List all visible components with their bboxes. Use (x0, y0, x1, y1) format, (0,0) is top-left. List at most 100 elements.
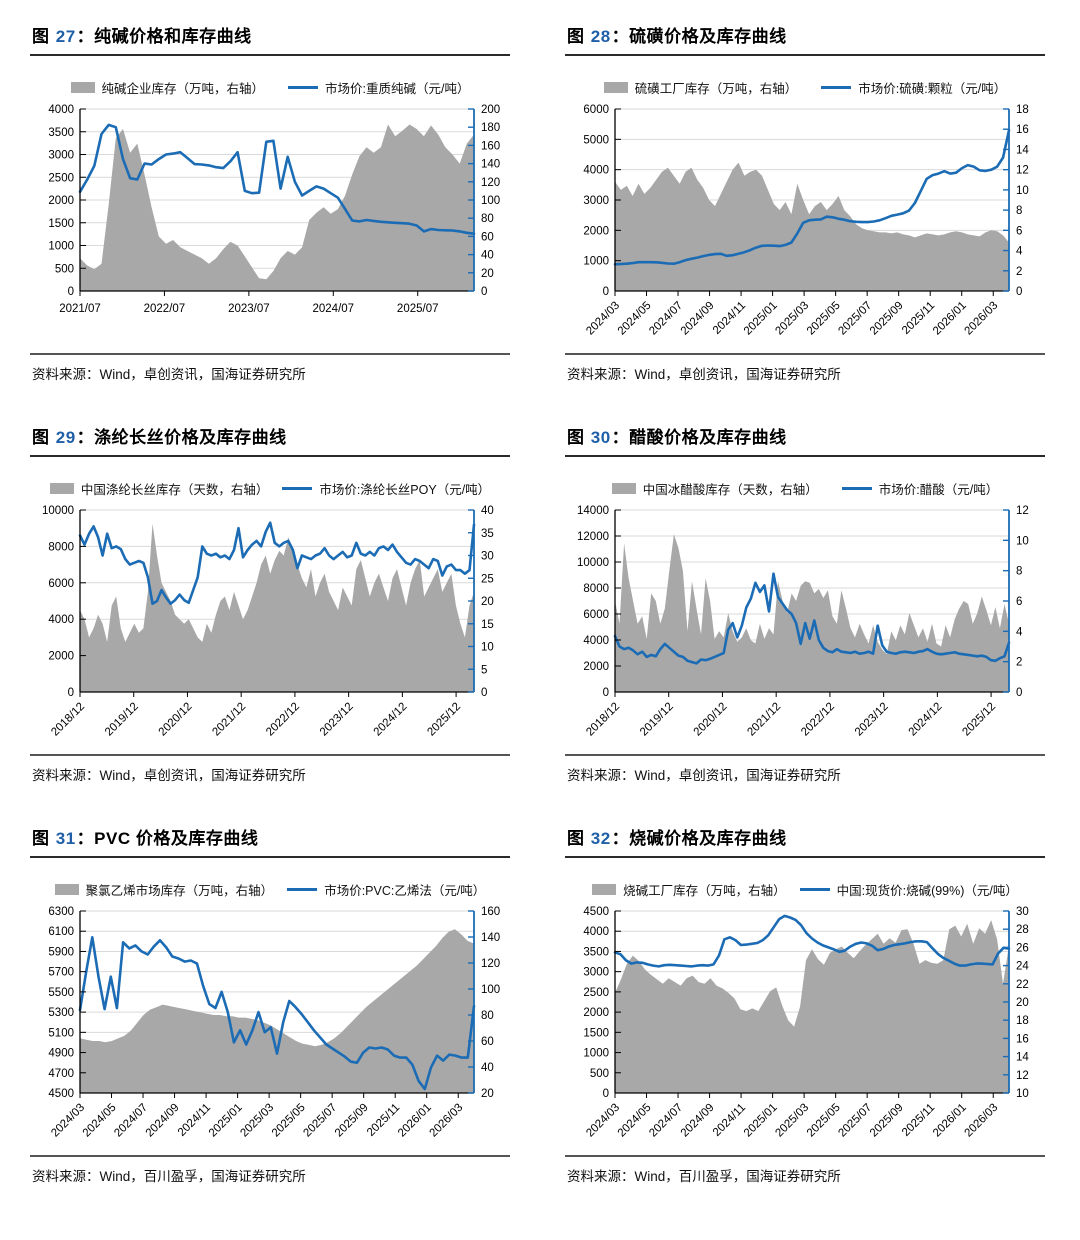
svg-text:0: 0 (1016, 286, 1022, 298)
legend-item-price: 市场价:涤纶长丝POY（元/吨） (282, 479, 490, 498)
figure-29: 图 29：涤纶长丝价格及库存曲线 中国涤纶长丝库存（天数，右轴） 市场价:涤纶长… (30, 421, 510, 784)
svg-text:0: 0 (603, 286, 609, 298)
svg-text:12000: 12000 (577, 531, 609, 543)
legend-label: 市场价:涤纶长丝POY（元/吨） (319, 483, 491, 497)
svg-text:2025/03: 2025/03 (773, 1102, 811, 1140)
figure-number: 31 (55, 829, 76, 848)
svg-text:2019/12: 2019/12 (638, 701, 676, 739)
source-note: 资料来源：Wind，卓创资讯，国海证券研究所 (565, 754, 1045, 784)
figure-number: 29 (55, 428, 76, 447)
chart-legend: 中国涤纶长丝库存（天数，右轴） 市场价:涤纶长丝POY（元/吨） (30, 479, 510, 498)
svg-text:2022/12: 2022/12 (264, 701, 302, 739)
svg-text:2025/11: 2025/11 (365, 1102, 402, 1139)
svg-text:2024/05: 2024/05 (616, 1102, 654, 1140)
area-swatch-icon (49, 483, 74, 494)
svg-text:10: 10 (1016, 1088, 1029, 1100)
svg-text:20: 20 (481, 596, 494, 608)
area-swatch-icon (611, 483, 636, 494)
svg-text:4700: 4700 (48, 1068, 74, 1080)
svg-text:2: 2 (1016, 657, 1022, 669)
svg-text:6000: 6000 (583, 609, 609, 621)
svg-text:2018/12: 2018/12 (49, 701, 87, 739)
svg-text:4000: 4000 (48, 614, 74, 626)
svg-text:5700: 5700 (48, 967, 74, 979)
svg-text:2024/11: 2024/11 (711, 1102, 748, 1139)
svg-text:1000: 1000 (583, 1048, 609, 1060)
figure-title-text: 烧碱价格及库存曲线 (629, 829, 787, 848)
source-note: 资料来源：Wind，百川盈孚，国海证券研究所 (30, 1155, 510, 1185)
figure-number: 28 (590, 27, 611, 46)
svg-text:160: 160 (481, 140, 500, 152)
svg-text:3500: 3500 (48, 127, 74, 139)
svg-text:2500: 2500 (583, 987, 609, 999)
figure-title-separator: ： (76, 829, 95, 848)
dual-axis-chart: 4500 4700 4900 5100 5300 5500 5700 5900 6100 6300… (48, 906, 500, 1140)
area-swatch-icon (54, 884, 79, 895)
svg-text:2019/12: 2019/12 (103, 701, 141, 739)
svg-text:22: 22 (1016, 979, 1029, 991)
chart-legend: 纯碱企业库存（万吨，右轴） 市场价:重质纯碱（元/吨） (30, 78, 510, 97)
svg-text:100: 100 (481, 195, 500, 207)
svg-text:2020/12: 2020/12 (157, 701, 195, 739)
svg-text:200: 200 (481, 104, 500, 116)
area-swatch-icon (592, 884, 617, 895)
svg-text:5000: 5000 (583, 134, 609, 146)
svg-text:2021/12: 2021/12 (210, 701, 248, 739)
svg-text:10000: 10000 (577, 557, 609, 569)
figure-27: 图 27：纯碱价格和库存曲线 纯碱企业库存（万吨，右轴） 市场价:重质纯碱（元/… (30, 20, 510, 383)
legend-item-inventory: 中国涤纶长丝库存（天数，右轴） (49, 479, 268, 498)
dual-axis-chart: 0 500 1000 1500 2000 2500 3000 3500 4000 0 20 40 60 8… (48, 104, 500, 315)
svg-text:25: 25 (481, 573, 494, 585)
legend-label: 硫磺工厂库存（万吨，右轴） (634, 82, 798, 96)
svg-text:2026/01: 2026/01 (931, 1102, 969, 1140)
svg-text:1500: 1500 (48, 218, 74, 230)
svg-text:4000: 4000 (48, 104, 74, 116)
figure-title-text: PVC 价格及库存曲线 (94, 829, 259, 848)
svg-text:2026/03: 2026/03 (427, 1102, 465, 1140)
svg-text:2025/03: 2025/03 (238, 1102, 276, 1140)
figure-title: 图 31：PVC 价格及库存曲线 (30, 822, 510, 858)
svg-text:5: 5 (481, 664, 487, 676)
svg-text:120: 120 (481, 958, 500, 970)
svg-text:18: 18 (1016, 104, 1029, 116)
figure-number: 32 (590, 829, 611, 848)
legend-item-price: 市场价:硫磺:颗粒（元/吨） (821, 78, 1006, 97)
legend-item-inventory: 烧碱工厂库存（万吨，右轴） (592, 880, 786, 899)
figure-title-prefix: 图 (567, 428, 585, 447)
svg-text:20: 20 (481, 1088, 494, 1100)
chart-legend: 硫磺工厂库存（万吨，右轴） 市场价:硫磺:颗粒（元/吨） (565, 78, 1045, 97)
svg-text:2024/07: 2024/07 (112, 1102, 150, 1140)
svg-text:2025/07: 2025/07 (836, 1102, 874, 1140)
svg-text:5500: 5500 (48, 987, 74, 999)
svg-text:8000: 8000 (583, 583, 609, 595)
svg-text:2025/01: 2025/01 (742, 300, 780, 338)
svg-text:0: 0 (68, 286, 74, 298)
svg-text:2000: 2000 (583, 225, 609, 237)
figure-title: 图 30：醋酸价格及库存曲线 (565, 421, 1045, 457)
svg-text:2025/12: 2025/12 (425, 701, 463, 739)
legend-label: 中国:现货价:烧碱(99%)（元/吨） (836, 884, 1018, 898)
svg-text:3000: 3000 (48, 150, 74, 162)
svg-text:35: 35 (481, 528, 494, 540)
svg-text:1000: 1000 (583, 256, 609, 268)
figure-title-separator: ： (76, 428, 95, 447)
line-swatch-icon (288, 86, 319, 89)
legend-item-inventory: 聚氯乙烯市场库存（万吨，右轴） (54, 880, 273, 899)
svg-text:2025/09: 2025/09 (333, 1102, 371, 1140)
svg-text:12: 12 (1016, 1070, 1029, 1082)
figure-number: 30 (590, 428, 611, 447)
svg-text:5300: 5300 (48, 1007, 74, 1019)
svg-text:2025/05: 2025/05 (805, 1102, 843, 1140)
svg-text:2000: 2000 (48, 651, 74, 663)
figure-32: 图 32：烧碱价格及库存曲线 烧碱工厂库存（万吨，右轴） 中国:现货价:烧碱(9… (565, 822, 1045, 1185)
svg-text:2: 2 (1016, 266, 1022, 278)
figure-title: 图 27：纯碱价格和库存曲线 (30, 20, 510, 56)
figure-31: 图 31：PVC 价格及库存曲线 聚氯乙烯市场库存（万吨，右轴） 市场价:PVC… (30, 822, 510, 1185)
svg-text:6: 6 (1016, 596, 1022, 608)
svg-text:140: 140 (481, 932, 500, 944)
svg-text:160: 160 (481, 906, 500, 918)
legend-label: 市场价:重质纯碱（元/吨） (325, 82, 470, 96)
svg-text:2021/07: 2021/07 (59, 303, 101, 315)
figure-title-prefix: 图 (32, 829, 50, 848)
svg-text:2024/11: 2024/11 (711, 300, 748, 337)
